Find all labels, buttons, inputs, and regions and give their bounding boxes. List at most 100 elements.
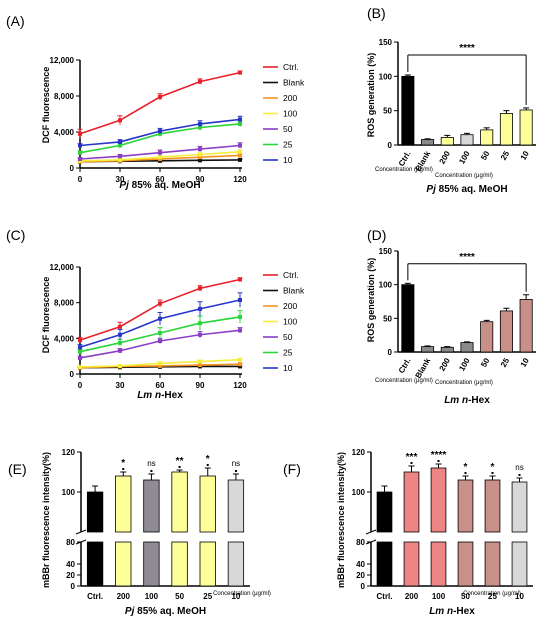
data-point: [158, 316, 162, 321]
panel-label: (B): [367, 5, 386, 21]
x-axis-title-italic: Pj: [125, 606, 135, 617]
x-tick-label: 25: [499, 356, 512, 369]
y-axis-title: mBBr fluorescence intensity(%): [336, 452, 346, 588]
panel-label: (D): [367, 227, 386, 243]
x-tick-label: 200: [117, 592, 131, 601]
x-axis-title-italic: Pj: [119, 180, 129, 191]
y-tick-label: 150: [379, 247, 393, 256]
data-point: [238, 357, 242, 362]
x-axis-title-rest: 85% aq. MeOH: [436, 184, 508, 195]
significance-label: ****: [431, 450, 447, 461]
x-tick-label: 50: [175, 592, 184, 601]
concentration-note: Concentration (μg/ml): [435, 173, 493, 179]
panel-e: (E) 0 20 40 80 100 120 mBBr fluorescence intens…: [8, 448, 271, 617]
bar-lower: [143, 541, 160, 587]
x-axis-title: Lm n-Hex: [444, 395, 490, 406]
series-25: [77, 310, 243, 354]
bar-upper: [115, 475, 132, 533]
series-100: [77, 357, 243, 369]
bar: [421, 346, 435, 353]
data-point: [158, 361, 162, 366]
x-tick-label: 10: [519, 356, 532, 369]
data-point: [198, 332, 202, 337]
data-point: [198, 321, 202, 326]
x-axis-title-rest: 85% aq. MeOH: [134, 606, 206, 617]
data-point: [158, 301, 162, 306]
bar-lower: [511, 541, 528, 587]
x-tick-label: Ctrl.: [397, 150, 413, 168]
legend-entry: 10: [283, 363, 293, 373]
x-tick-label: 10: [231, 592, 240, 601]
bar-upper: [511, 481, 528, 533]
panel-label: (E): [8, 461, 27, 477]
panel-f: (F) 0 20 40 80 100 120 mBBr fluorescence intens…: [283, 448, 533, 617]
significance-label: ****: [459, 252, 475, 263]
y-tick-label: 0: [361, 582, 366, 591]
data-point: [238, 157, 242, 162]
data-point: [238, 277, 242, 282]
data-point: [158, 330, 162, 335]
data-point: [198, 155, 202, 160]
bar-lower: [115, 541, 132, 587]
y-tick-label: 80: [356, 538, 365, 547]
data-point: [198, 359, 202, 364]
bar-upper: [403, 471, 420, 533]
y-tick-label: 4,000: [54, 334, 75, 343]
data-point: [238, 364, 242, 369]
legend-entry: Ctrl.: [283, 62, 299, 72]
concentration-note: Concentration (μg/ml): [463, 591, 521, 597]
data-point: [238, 314, 242, 319]
data-point: [198, 306, 202, 311]
significance-dot: [437, 460, 440, 462]
y-tick-label: 20: [66, 571, 75, 580]
data-point: [118, 324, 122, 329]
x-tick-label: Ctrl.: [377, 592, 393, 601]
panel-a: (A) 0 4,000 8,000 12,000 0 30 60 90 120 DCF fluore…: [6, 13, 433, 191]
series-ctrl: [77, 277, 243, 343]
legend-entry: Ctrl.: [283, 270, 299, 280]
data-point: [158, 339, 162, 344]
x-axis-title-rest: 85% aq. MeOH: [129, 180, 201, 191]
significance-dot: [178, 466, 181, 468]
y-tick-label: 0: [70, 370, 75, 379]
bar-upper: [143, 479, 160, 533]
data-point: [238, 117, 242, 122]
significance-label: ns: [515, 463, 523, 472]
y-tick-label: 120: [352, 448, 366, 457]
x-axis-title-italic: Lm n: [429, 606, 453, 617]
data-point: [78, 338, 82, 343]
concentration-note: Concentration (μg/ml): [375, 378, 433, 384]
data-point: [158, 94, 162, 99]
legend-entry: 200: [283, 301, 297, 311]
legend-entry: 100: [283, 109, 297, 119]
data-point: [118, 154, 122, 159]
significance-label: *: [491, 462, 495, 473]
significance-label: *: [121, 458, 125, 469]
y-axis-title: ROS generation (%): [366, 53, 376, 138]
x-tick-label: 50: [479, 356, 492, 369]
data-point: [238, 362, 242, 367]
panel-label: (A): [6, 13, 25, 29]
legend-entry: Blank: [283, 286, 305, 296]
x-tick-label: 100: [457, 356, 472, 373]
data-point: [198, 79, 202, 84]
legend-entry: 200: [283, 93, 297, 103]
significance-dot: [206, 464, 209, 466]
x-tick-label: 0: [78, 381, 83, 390]
significance-dot: [491, 472, 494, 474]
y-axis-title: DCF fluorescence: [41, 277, 51, 354]
bar-upper: [484, 479, 501, 533]
series-50: [77, 142, 243, 161]
x-tick-label: 100: [145, 592, 159, 601]
significance-dot: [150, 470, 153, 472]
y-tick-label: 40: [66, 560, 75, 569]
bar: [519, 299, 533, 353]
bar-upper: [86, 491, 104, 533]
significance-label: ns: [232, 459, 240, 468]
series-line: [79, 71, 241, 135]
significance-label: ns: [147, 459, 155, 468]
axis-break-mark: [365, 529, 377, 535]
bar-lower: [430, 541, 447, 587]
